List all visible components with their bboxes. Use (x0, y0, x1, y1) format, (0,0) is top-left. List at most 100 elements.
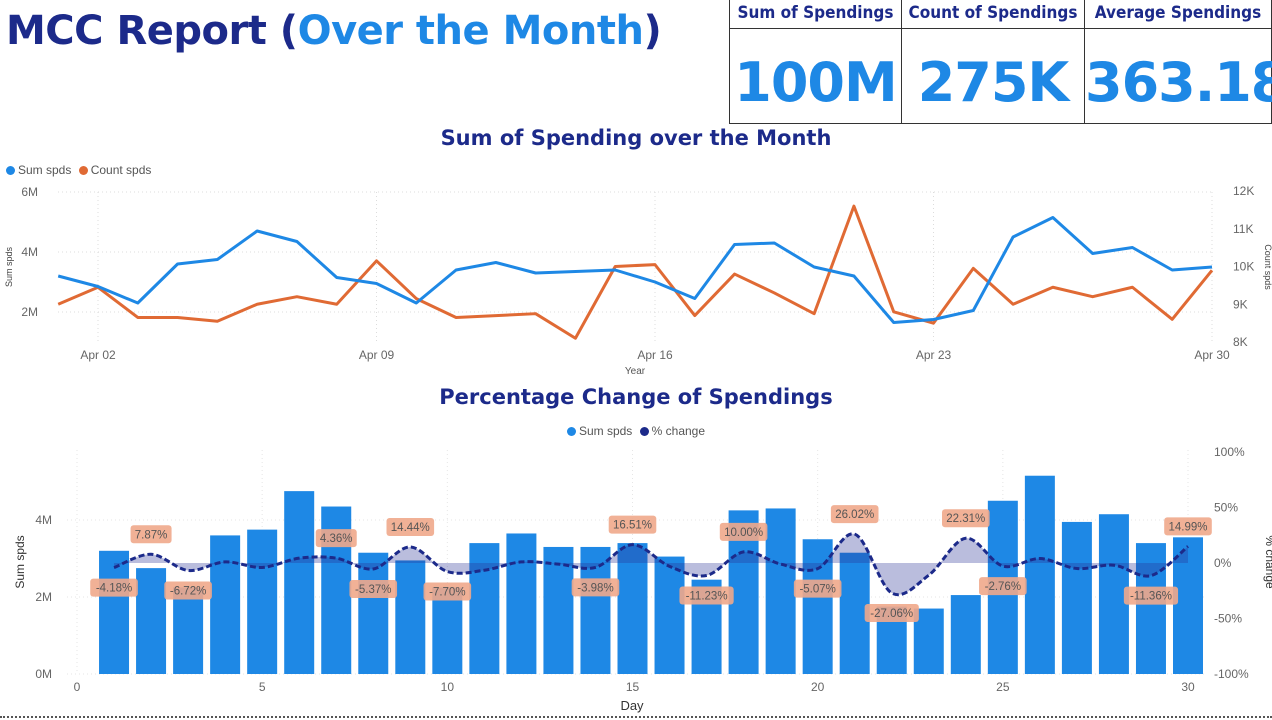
data-label-bg (130, 525, 172, 544)
legend-dot-change (639, 427, 649, 436)
data-label-bg (349, 579, 398, 598)
y2-axis-label: % change (1263, 535, 1272, 589)
data-label-bg (719, 522, 768, 541)
legend-dot-count (78, 166, 88, 175)
bar (136, 568, 167, 674)
bar (950, 595, 981, 674)
data-label: -2.76% (985, 581, 1021, 593)
y2-tick-label: 11K (1233, 222, 1253, 236)
y2-tick-label: 0% (1214, 556, 1232, 570)
x-axis-label: Day (620, 698, 644, 713)
data-label: 26.02% (835, 509, 874, 521)
data-label: -11.23% (686, 590, 728, 602)
x-tick-label: 10 (441, 680, 455, 694)
bar (543, 546, 574, 674)
bar (1173, 537, 1203, 674)
data-label-bg (793, 579, 842, 598)
data-label-bg (864, 604, 919, 623)
report-title: MCC Report (Over the Month) (6, 8, 662, 54)
chart2-title: Percentage Change of Spendings (439, 385, 833, 409)
data-label: -5.07% (799, 584, 835, 596)
y-tick-label: 4M (35, 513, 52, 527)
data-label: 22.31% (946, 513, 985, 525)
x-tick-label: Apr 30 (1194, 348, 1230, 362)
x-tick-label: 25 (996, 680, 1010, 694)
kpi-card-count[interactable]: Count of Spendings 275K (901, 0, 1085, 124)
legend-label-sum: Sum spds (18, 163, 72, 177)
legend-item-change[interactable]: % change (639, 424, 706, 438)
bar (284, 491, 315, 674)
y-axis-label: Sum spds (13, 535, 27, 588)
x-tick-label: Apr 23 (916, 348, 952, 362)
bar (99, 550, 130, 674)
x-axis-label: Year (625, 366, 646, 377)
combo-chart-percentage-change[interactable]: 4M 2M 0M 100% 50% 0% -50% -100% 0 5 10 15 20 25 30 Day S… (0, 440, 1272, 716)
data-label: 4.36% (320, 533, 353, 545)
data-label: -5.37% (355, 584, 391, 596)
line-chart-spending[interactable]: 6M 4M 2M 12K 11K 10K 9K 8K Apr 02 Apr 09 Apr 16 Apr… (0, 180, 1272, 380)
legend-item-count[interactable]: Count spds (78, 163, 152, 177)
y-tick-label: 6M (21, 185, 38, 199)
x-tick-label: 0 (74, 680, 81, 694)
y2-tick-label: -50% (1214, 612, 1242, 626)
data-label-bg (942, 509, 990, 528)
data-label-bg (315, 529, 357, 548)
data-label: 7.87% (135, 529, 168, 541)
data-label-bg (164, 581, 212, 600)
legend-label-change: % change (651, 424, 706, 438)
data-label: 10.00% (724, 527, 763, 539)
bar (506, 533, 537, 674)
data-label: -27.06% (870, 608, 913, 620)
data-label-bg (386, 517, 435, 536)
kpi-label: Sum of Spendings (730, 0, 901, 29)
y2-tick-label: 100% (1214, 445, 1245, 459)
kpi-card-average[interactable]: Average Spendings 363.18 (1084, 0, 1272, 124)
legend-label-count: Count spds (90, 163, 152, 177)
legend-dot-sum (6, 166, 15, 175)
legend-item-sum[interactable]: Sum spds (6, 163, 71, 177)
bar (1024, 475, 1055, 674)
bar (247, 529, 278, 674)
y2-tick-label: 8K (1233, 335, 1248, 349)
report-title-main: MCC Report (6, 8, 267, 54)
kpi-value: 363.18 (1085, 51, 1272, 114)
y-axis-label: Sum spds (4, 246, 14, 287)
kpi-label: Average Spendings (1085, 0, 1271, 29)
bar (210, 535, 241, 674)
data-label-bg (1123, 586, 1179, 605)
change-area (114, 533, 1189, 595)
series-line-count (57, 204, 1214, 340)
x-tick-label: 30 (1181, 680, 1195, 694)
legend-item-sum[interactable]: Sum spds (566, 424, 633, 438)
series-line-sum (57, 216, 1213, 324)
kpi-value: 275K (917, 51, 1070, 114)
bar (173, 587, 204, 674)
legend-dot-sum (566, 427, 576, 436)
kpi-card-sum[interactable]: Sum of Spendings 100M (729, 0, 902, 124)
data-label-bg (571, 578, 620, 597)
kpi-value: 100M (734, 51, 897, 114)
data-label: -7.70% (429, 587, 465, 599)
chart1-title: Sum of Spending over the Month (440, 126, 832, 150)
bar (358, 552, 389, 674)
report-title-accent: Over the Month (297, 8, 644, 54)
y-tick-label: 4M (21, 245, 38, 259)
data-label: 14.99% (1168, 521, 1207, 533)
bottom-divider (0, 716, 1272, 718)
data-label-bg (423, 582, 472, 601)
data-label: 16.51% (613, 520, 652, 532)
y2-tick-label: -100% (1214, 667, 1249, 681)
x-tick-label: Apr 09 (359, 348, 395, 362)
chart1-legend: Sum spds Count spds (6, 163, 151, 177)
y-tick-label: 0M (35, 667, 52, 681)
bar (469, 543, 500, 674)
y-tick-label: 2M (21, 305, 38, 319)
x-tick-label: 20 (811, 680, 825, 694)
bar (617, 543, 648, 674)
bar (765, 508, 796, 674)
legend-label-sum: Sum spds (578, 424, 633, 438)
report-title-close: ) (643, 8, 662, 54)
data-label: -4.18% (96, 583, 132, 595)
x-tick-label: Apr 02 (80, 348, 116, 362)
bar (654, 556, 685, 674)
